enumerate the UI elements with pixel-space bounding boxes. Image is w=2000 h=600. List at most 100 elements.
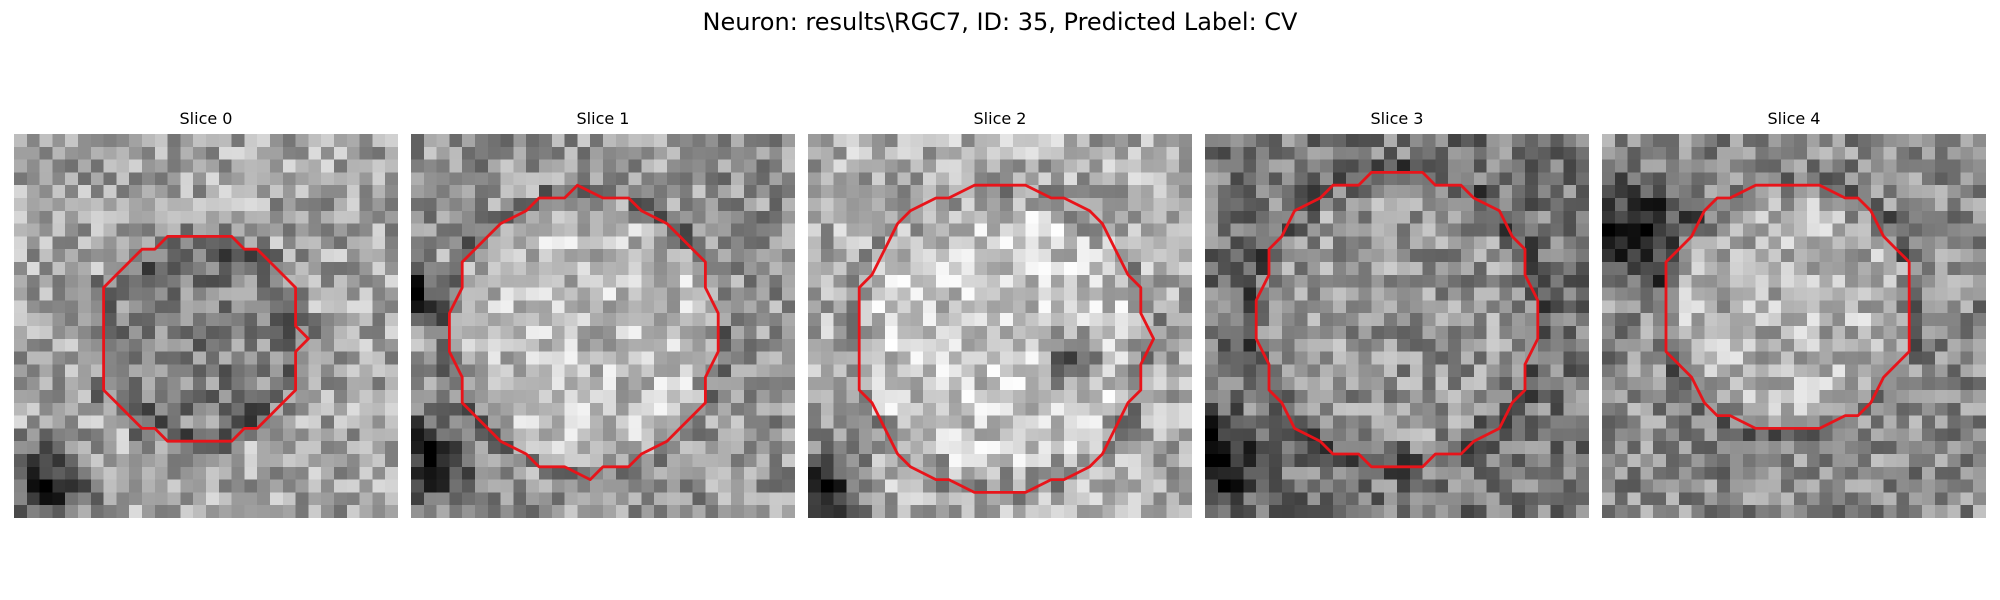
pixel [231, 287, 245, 301]
pixel [718, 274, 732, 288]
pixel [1845, 223, 1859, 237]
pixel [1473, 492, 1487, 506]
pixel [654, 159, 668, 173]
pixel [1397, 351, 1411, 365]
pixel [244, 377, 258, 391]
pixel [1960, 338, 1974, 352]
pixel [1012, 441, 1026, 455]
pixel [26, 505, 40, 518]
pixel [923, 210, 937, 224]
pixel [603, 377, 617, 391]
pixel [1486, 454, 1500, 468]
pixel [1563, 415, 1577, 429]
pixel [257, 338, 271, 352]
pixel [346, 377, 360, 391]
pixel [1384, 159, 1398, 173]
pixel [1358, 262, 1372, 276]
pixel [1115, 146, 1129, 160]
pixel [1038, 262, 1052, 276]
pixel [1384, 326, 1398, 340]
pixel [1806, 402, 1820, 416]
pixel [1486, 172, 1500, 186]
pixel [859, 415, 873, 429]
pixel [1461, 351, 1475, 365]
pixel [1960, 466, 1974, 480]
pixel [14, 134, 28, 148]
pixel [1563, 505, 1577, 518]
pixel [65, 505, 79, 518]
pixel [180, 146, 194, 160]
pixel [385, 326, 398, 340]
pixel [1934, 505, 1948, 518]
pixel [1730, 287, 1744, 301]
pixel [628, 185, 642, 199]
pixel [1371, 479, 1385, 493]
pixel [590, 479, 604, 493]
pixel [1358, 223, 1372, 237]
pixel [513, 198, 527, 212]
pixel [705, 338, 719, 352]
pixel [282, 326, 296, 340]
pixel [90, 415, 104, 429]
pixel [948, 505, 962, 518]
pixel [526, 236, 540, 250]
pixel [756, 364, 770, 378]
pixel [1640, 146, 1654, 160]
pixel [743, 172, 757, 186]
pixel [577, 326, 591, 340]
pixel [1576, 249, 1589, 263]
pixel [218, 415, 232, 429]
pixel [846, 351, 860, 365]
pixel [14, 249, 28, 263]
pixel [1179, 249, 1192, 263]
pixel [423, 236, 437, 250]
pixel [1038, 159, 1052, 173]
pixel [1922, 198, 1936, 212]
pixel [282, 185, 296, 199]
pixel [1563, 492, 1577, 506]
pixel [1140, 492, 1154, 506]
pixel [1794, 287, 1808, 301]
pixel [1115, 134, 1129, 148]
pixel [1345, 492, 1359, 506]
pixel [641, 185, 655, 199]
pixel [500, 377, 514, 391]
pixel [1678, 390, 1692, 404]
pixel [1691, 287, 1705, 301]
pixel [231, 492, 245, 506]
pixel [1089, 185, 1103, 199]
pixel [1947, 210, 1961, 224]
pixel [910, 313, 924, 327]
pixel [1128, 338, 1142, 352]
pixel [1153, 454, 1167, 468]
pixel [526, 185, 540, 199]
pixel [14, 274, 28, 288]
pixel [39, 415, 53, 429]
pixel [65, 415, 79, 429]
pixel [500, 287, 514, 301]
pixel [948, 262, 962, 276]
pixel [564, 287, 578, 301]
pixel [859, 364, 873, 378]
pixel [897, 146, 911, 160]
pixel [884, 351, 898, 365]
pixel [218, 172, 232, 186]
pixel [974, 492, 988, 506]
pixel [820, 390, 834, 404]
pixel [910, 338, 924, 352]
pixel [1781, 236, 1795, 250]
pixel [1550, 364, 1564, 378]
pixel [90, 364, 104, 378]
pixel [820, 198, 834, 212]
pixel [206, 466, 220, 480]
pixel [692, 505, 706, 518]
pixel [1691, 351, 1705, 365]
pixel [167, 262, 181, 276]
pixel [167, 466, 181, 480]
pixel [1537, 185, 1551, 199]
pixel [987, 236, 1001, 250]
pixel [26, 210, 40, 224]
pixel [884, 198, 898, 212]
pixel [1281, 466, 1295, 480]
pixel [65, 210, 79, 224]
